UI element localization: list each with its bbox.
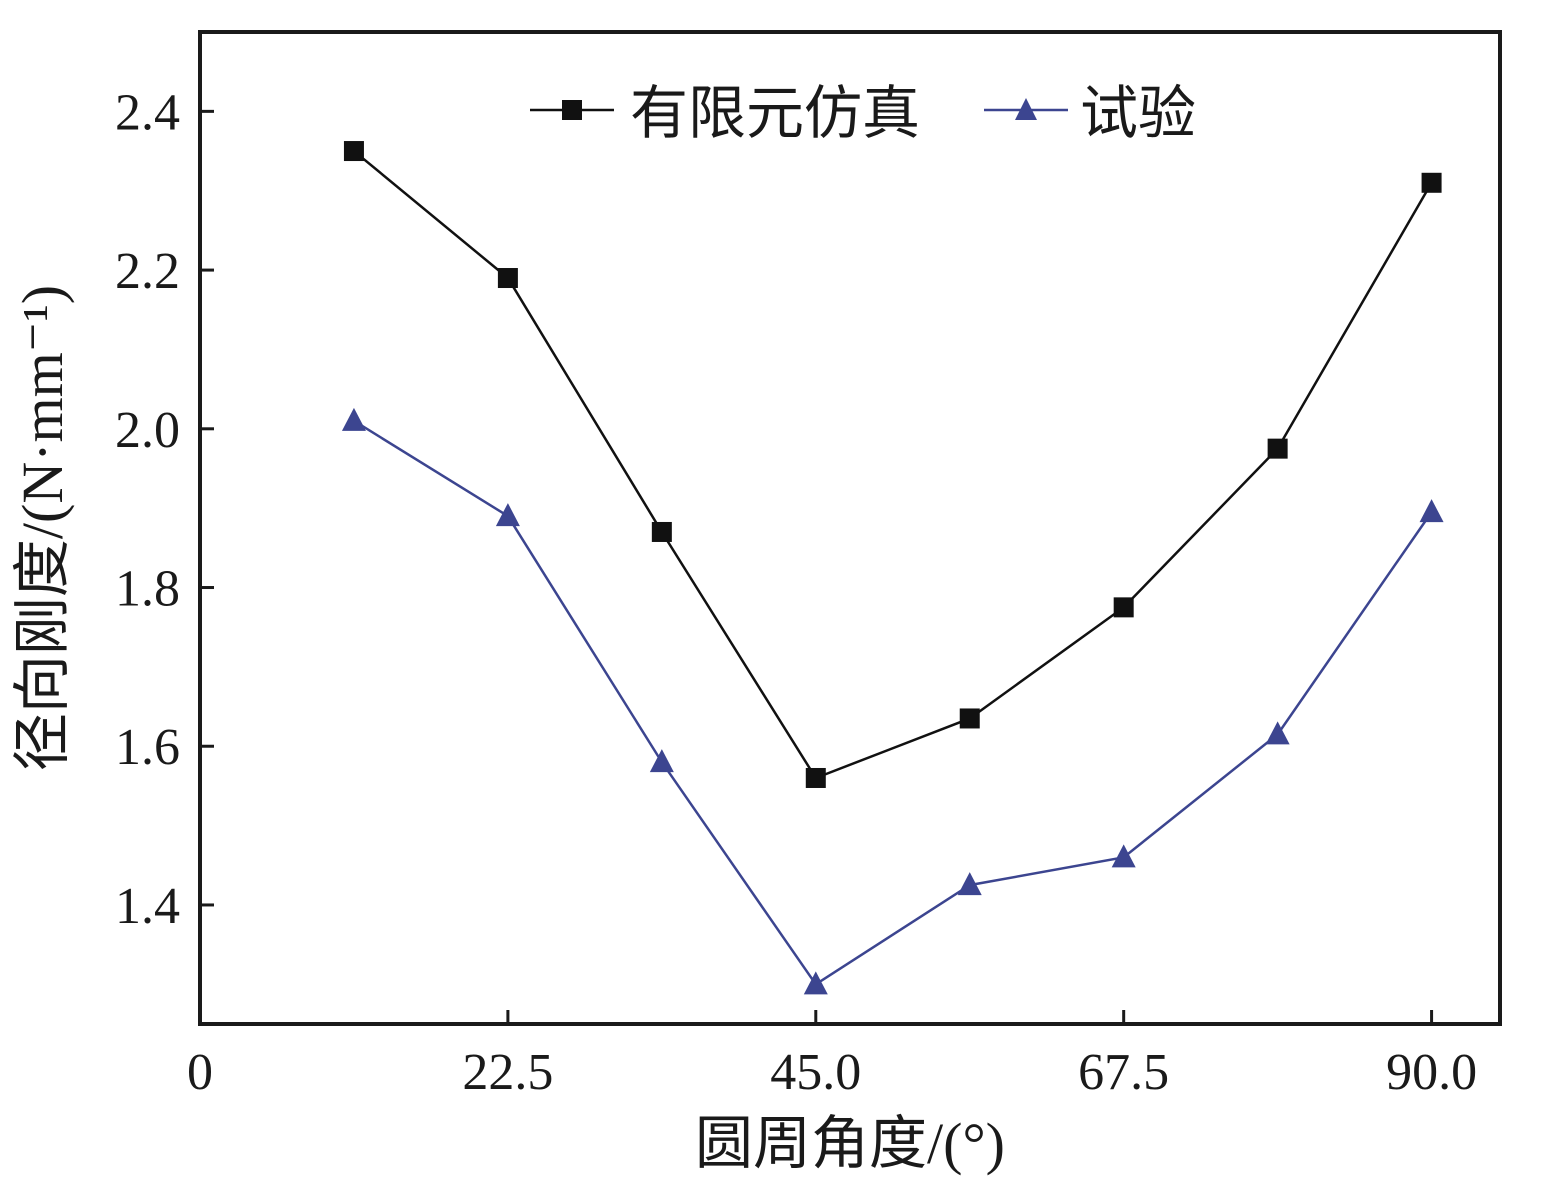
x-tick-label: 0 — [187, 1044, 213, 1101]
data-point-square — [651, 521, 672, 542]
y-tick-label: 2.2 — [115, 243, 180, 300]
data-point-square — [1113, 597, 1134, 618]
x-tick-label: 45.0 — [770, 1044, 861, 1101]
y-tick-label: 2.4 — [115, 84, 180, 141]
data-point-triangle — [1419, 499, 1444, 523]
series-fem — [343, 141, 1442, 788]
data-point-square — [497, 268, 518, 289]
data-point-triangle — [495, 503, 520, 527]
data-point-triangle — [957, 872, 982, 896]
legend-triangle-marker — [1015, 98, 1037, 120]
series-line — [353, 419, 1433, 987]
data-point-square — [1267, 438, 1288, 459]
y-tick-label: 1.8 — [115, 561, 180, 618]
data-point-square — [959, 708, 980, 729]
data-point-square — [1421, 172, 1442, 193]
x-axis-ticks: 0 22.5 45.0 67.5 90.0 — [187, 1010, 1477, 1101]
legend-label-fem: 有限元仿真 — [630, 81, 920, 146]
legend-label-test: 试验 — [1080, 81, 1196, 146]
y-tick-label: 2.0 — [115, 402, 180, 459]
data-point-triangle — [803, 971, 828, 995]
data-point-square — [343, 141, 364, 162]
x-tick-label: 90.0 — [1386, 1044, 1477, 1101]
y-axis-label: 径向刚度/(N·mm⁻¹) — [10, 285, 75, 771]
x-axis-label: 圆周角度/(°) — [695, 1111, 1005, 1176]
series-test — [341, 407, 1444, 995]
legend: 有限元仿真 试验 — [530, 81, 1196, 146]
x-tick-label: 67.5 — [1078, 1044, 1169, 1101]
x-tick-label: 22.5 — [462, 1044, 553, 1101]
data-point-triangle — [1111, 844, 1136, 868]
legend-entry-test: 试验 — [984, 81, 1196, 146]
data-point-triangle — [341, 407, 366, 431]
y-tick-label: 1.6 — [115, 719, 180, 776]
data-point-square — [805, 767, 826, 788]
y-tick-label: 1.4 — [115, 878, 180, 935]
plot-frame — [198, 30, 1502, 1026]
legend-entry-fem: 有限元仿真 — [530, 81, 920, 146]
data-point-triangle — [1265, 721, 1290, 745]
y-axis-ticks: 1.4 1.6 1.8 2.0 2.2 2.4 — [115, 84, 214, 935]
series-layer — [341, 141, 1444, 995]
legend-square-marker — [562, 100, 582, 120]
data-point-triangle — [649, 749, 674, 773]
series-line — [353, 150, 1433, 780]
